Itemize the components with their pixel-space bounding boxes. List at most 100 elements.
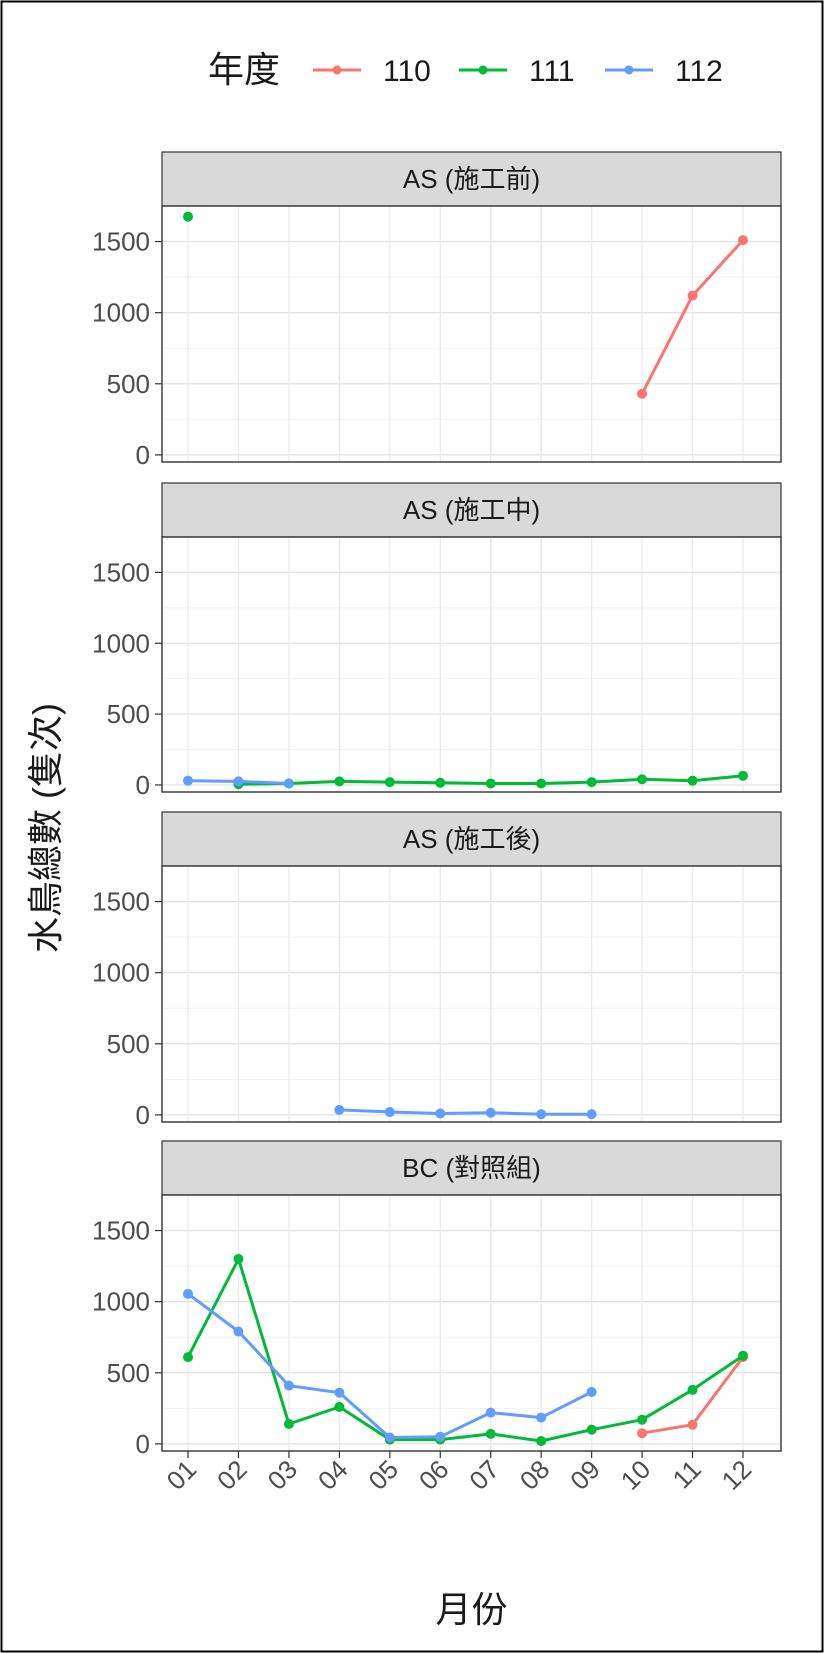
data-point-111	[687, 1384, 698, 1395]
panel-border-3	[161, 865, 782, 1123]
data-point-112	[233, 776, 244, 787]
data-point-111	[485, 1428, 496, 1439]
y-tick-label: 1500	[92, 1216, 150, 1246]
data-point-111	[637, 774, 648, 785]
data-point-112	[435, 1431, 446, 1442]
data-point-111	[637, 1414, 648, 1425]
legend-label-110: 110	[383, 55, 431, 88]
data-point-112	[536, 1412, 547, 1423]
data-point-111	[233, 1254, 244, 1264]
data-point-112	[183, 1288, 193, 1299]
x-tick-label: 06	[413, 1454, 455, 1496]
panel-title-1: AS (施工前)	[403, 164, 540, 194]
data-point-111	[738, 770, 748, 781]
y-tick-label: 500	[107, 1358, 150, 1388]
y-tick-label: 0	[136, 1429, 150, 1459]
panel-strip-1	[161, 151, 782, 207]
legend-key-point-110	[332, 65, 342, 75]
data-point-111	[283, 1418, 294, 1429]
panel-strip-4	[161, 1140, 782, 1196]
data-point-111	[485, 778, 496, 789]
panel-bg-2	[162, 537, 781, 792]
data-point-112	[283, 778, 294, 789]
data-point-112	[586, 1386, 597, 1397]
panel-strip-3	[161, 811, 782, 867]
panel-title-3: AS (施工後)	[403, 824, 540, 854]
y-tick-label: 1500	[92, 887, 150, 917]
data-point-112	[183, 775, 193, 786]
data-point-112	[485, 1107, 496, 1118]
panel-border-4	[161, 1194, 782, 1452]
data-point-111	[687, 775, 698, 786]
data-point-112	[384, 1107, 395, 1118]
data-point-112	[435, 1108, 446, 1119]
data-point-112	[536, 1109, 547, 1120]
y-tick-label: 0	[136, 1100, 150, 1130]
data-point-112	[485, 1407, 496, 1418]
data-point-112	[334, 1104, 345, 1115]
data-point-112	[334, 1387, 345, 1398]
data-point-111	[384, 777, 395, 788]
y-tick-label: 0	[136, 770, 150, 800]
panel-border-2	[161, 536, 782, 793]
series-line-111	[186, 1257, 744, 1443]
panel-bg-1	[162, 206, 781, 462]
x-tick-label: 01	[161, 1454, 203, 1496]
y-tick-label: 1000	[92, 298, 150, 328]
y-tick-label: 1000	[92, 958, 150, 988]
y-tick-label: 0	[136, 440, 150, 470]
y-tick-label: 1500	[92, 557, 150, 587]
panel-title-2: AS (施工中)	[403, 495, 540, 525]
y-tick-label: 1500	[92, 227, 150, 257]
y-tick-label: 500	[107, 369, 150, 399]
x-tick-label: 03	[261, 1454, 303, 1496]
y-axis-title: 水鳥總數 (隻次)	[25, 703, 66, 953]
data-point-112	[233, 1326, 244, 1337]
data-point-111	[334, 776, 345, 787]
data-point-111	[536, 1436, 547, 1447]
y-tick-label: 500	[107, 699, 150, 729]
panel-bg-4	[162, 1195, 781, 1451]
data-point-112	[384, 1432, 395, 1443]
y-tick-label: 500	[107, 1029, 150, 1059]
legend-label-111: 111	[529, 55, 575, 88]
data-point-110	[637, 1428, 648, 1439]
data-point-111	[183, 211, 193, 222]
panel-title-4: BC (對照組)	[402, 1153, 541, 1183]
data-point-111	[183, 1352, 193, 1363]
legend-title: 年度	[208, 49, 280, 90]
data-point-110	[687, 290, 698, 301]
x-tick-label: 04	[312, 1454, 354, 1496]
series-line-112	[339, 1108, 592, 1116]
y-tick-label: 1000	[92, 1287, 150, 1317]
y-tick-label: 1000	[92, 628, 150, 658]
panel-strip-2	[161, 482, 782, 538]
data-point-111	[536, 778, 547, 789]
data-point-111	[738, 1350, 748, 1361]
x-tick-label: 08	[514, 1454, 556, 1496]
panel-border-1	[161, 205, 782, 463]
x-tick-label: 10	[615, 1454, 657, 1496]
data-point-111	[435, 777, 446, 788]
data-point-111	[586, 1424, 597, 1435]
x-tick-label: 12	[716, 1454, 758, 1496]
panel-bg-3	[162, 866, 781, 1122]
data-point-111	[586, 777, 597, 788]
legend-key-point-111	[478, 65, 488, 75]
data-point-110	[738, 235, 748, 246]
x-tick-label: 09	[564, 1454, 606, 1496]
x-tick-label: 07	[463, 1454, 505, 1496]
data-point-110	[637, 388, 648, 399]
data-point-111	[334, 1401, 345, 1412]
data-point-112	[586, 1109, 597, 1120]
data-point-110	[687, 1419, 698, 1430]
legend-label-112: 112	[675, 55, 723, 88]
x-axis-title: 月份	[435, 1589, 507, 1630]
x-tick-label: 02	[211, 1454, 253, 1496]
x-tick-label: 05	[362, 1454, 404, 1496]
legend-key-point-112	[624, 65, 634, 75]
x-tick-label: 11	[666, 1454, 706, 1494]
